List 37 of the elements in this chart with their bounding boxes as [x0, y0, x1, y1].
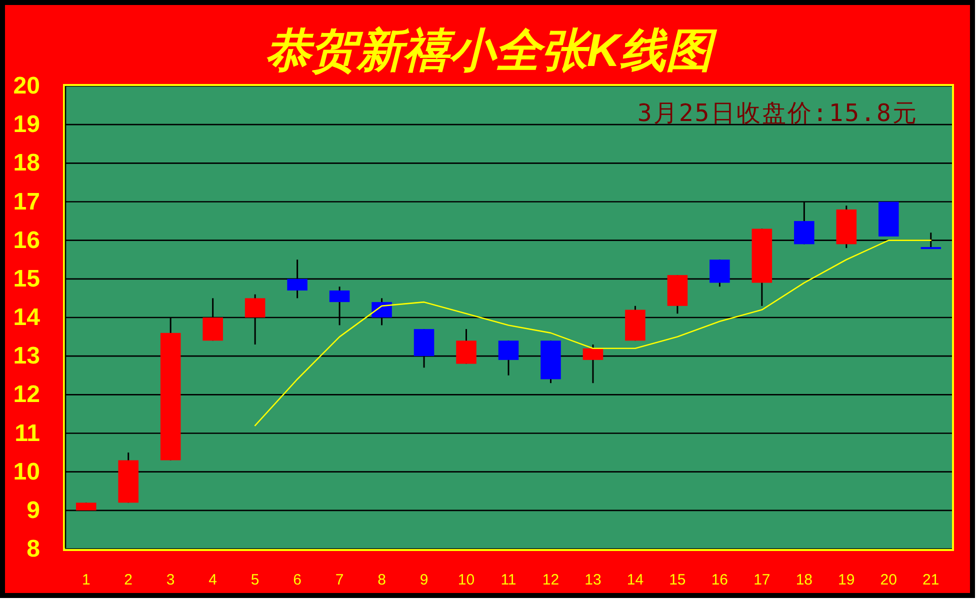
x-tick-label: 4 [208, 572, 218, 588]
x-tick-label: 21 [922, 572, 940, 588]
y-tick-label: 18 [13, 150, 40, 177]
y-tick-label: 17 [13, 188, 40, 216]
y-tick-label: 15 [13, 265, 40, 292]
x-tick-label: 14 [626, 572, 644, 588]
x-tick-label: 5 [250, 572, 260, 588]
x-tick-label: 3 [166, 572, 175, 588]
y-tick-label: 10 [13, 458, 40, 486]
x-tick-label: 17 [754, 572, 770, 588]
x-tick-label: 10 [458, 572, 475, 588]
x-tick-label: 15 [669, 572, 686, 588]
x-tick-label: 20 [880, 572, 897, 588]
x-tick-label: 9 [420, 572, 428, 588]
y-tick-label: 20 [13, 72, 40, 100]
y-tick-label: 12 [13, 381, 40, 408]
x-tick-label: 11 [500, 572, 516, 588]
x-tick-label: 13 [584, 572, 602, 588]
line-series [254, 240, 932, 426]
x-tick-label: 6 [293, 572, 302, 588]
x-tick-label: 12 [542, 572, 560, 588]
y-tick-label: 13 [13, 342, 40, 370]
annotation: 3月25日收盘价:15.8元 [637, 99, 918, 127]
x-tick-label: 19 [838, 572, 855, 588]
x-tick-label: 7 [335, 572, 344, 588]
y-tick-label: 11 [14, 420, 40, 447]
y-tick-label: 8 [26, 536, 40, 562]
x-tick-label: 16 [711, 572, 728, 588]
y-tick-label: 19 [13, 111, 40, 138]
x-tick-label: 2 [124, 572, 133, 588]
x-tick-label: 8 [378, 572, 386, 588]
y-tick-label: 9 [26, 496, 40, 524]
x-tick-label: 18 [796, 572, 813, 588]
x-tick-label: 1 [82, 572, 90, 588]
y-tick-label: 16 [13, 226, 40, 254]
chart-title: 恭贺新禧小全张K线图 [264, 24, 718, 76]
y-tick-label: 14 [13, 304, 41, 331]
